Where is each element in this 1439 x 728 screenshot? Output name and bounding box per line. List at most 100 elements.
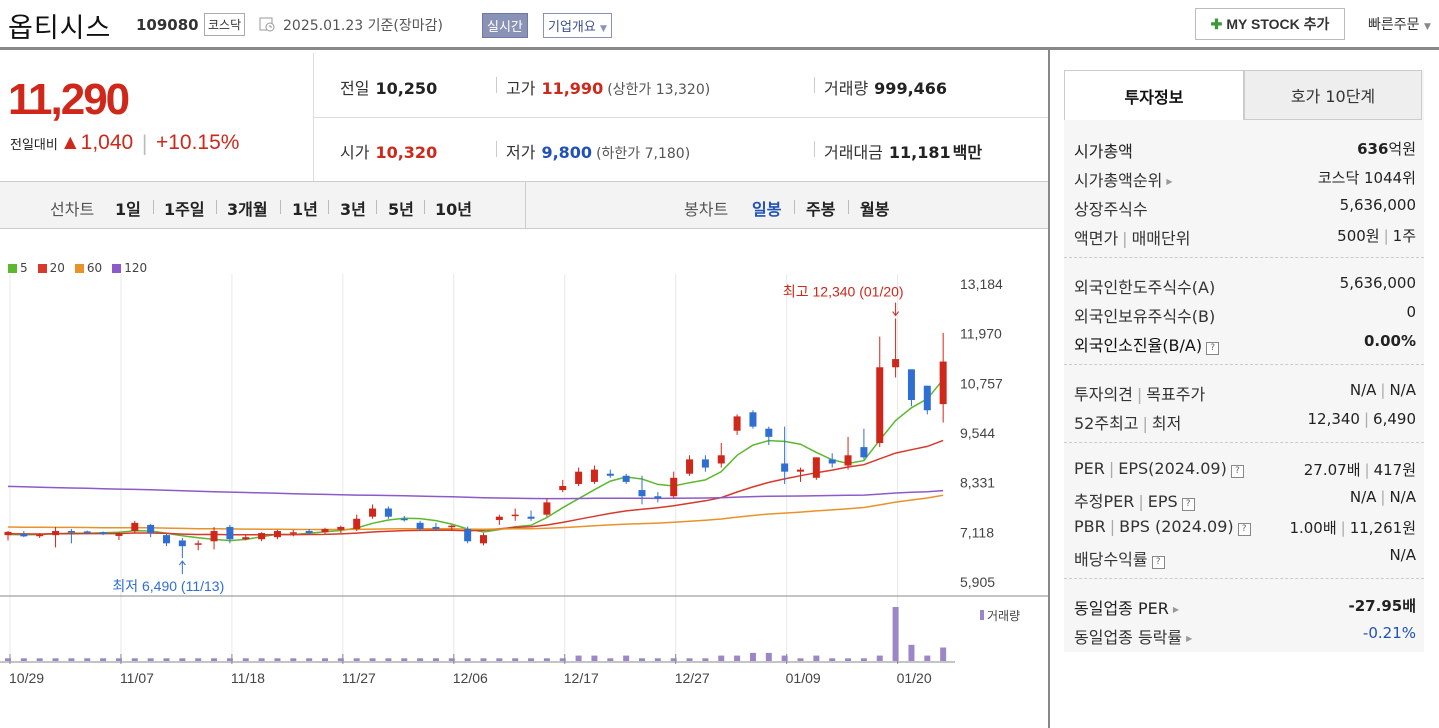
help-icon[interactable]: ? [1151, 556, 1165, 569]
candle-body [686, 459, 694, 474]
volume-bar [876, 655, 883, 661]
volume-value: 999,466 [874, 79, 948, 98]
y-tick-label: 10,757 [960, 375, 1003, 391]
x-tick-label: 11/07 [120, 670, 154, 686]
foreign-rate-row: 외국인소진율(B/A)? 0.00% [1074, 332, 1416, 355]
volume-bar [163, 658, 170, 661]
volume-bar [417, 658, 424, 661]
candle-body [369, 508, 377, 517]
period-1w[interactable]: 1주일 [164, 200, 205, 219]
candle-body [178, 540, 186, 547]
volume-bar [448, 658, 455, 661]
volume-bar [242, 658, 249, 661]
help-icon[interactable]: ? [1237, 523, 1251, 536]
tab-order-book[interactable]: 호가 10단계 [1244, 70, 1422, 120]
quick-order-button[interactable]: 빠른주문 ▼ [1368, 14, 1431, 34]
price-change: 전일대비 ▲ 1,040 | +10.15% [10, 131, 239, 155]
ma20-line [7, 439, 944, 536]
shares-row: 상장주식수 5,636,000 [1074, 196, 1416, 219]
low-value: 9,800 [541, 143, 593, 162]
candle-body [654, 496, 662, 499]
candle-body [20, 533, 28, 537]
volume-legend-swatch [980, 610, 984, 620]
panel-tabs: 투자정보 호가 10단계 [1064, 70, 1424, 120]
divider [1064, 578, 1424, 579]
period-10y[interactable]: 10년 [435, 200, 472, 219]
candle-body [543, 502, 551, 515]
candle-body [923, 385, 931, 411]
volume-bar [464, 658, 471, 661]
divider [814, 141, 815, 157]
cap-rank-row: 시가총액순위 ▶ 코스닥 1044위 [1074, 169, 1416, 190]
triangle-right-icon: ▶ [1186, 634, 1193, 643]
candle-body [749, 412, 757, 427]
market-cap-row: 시가총액 636억원 [1074, 140, 1416, 161]
candle-body [765, 428, 773, 437]
quick-order-label: 빠른주문 [1368, 17, 1420, 33]
candle-body [590, 469, 598, 482]
volume-bar [147, 658, 154, 661]
change-percent: +10.15% [155, 131, 240, 154]
y-tick-label: 7,118 [960, 524, 994, 540]
pbr-row: PBR | BPS (2024.09)? 1.00배 | 11,261원 [1074, 517, 1416, 537]
chart-canvas: 13,184 11,970 10,757 9,544 8,331 7,118 5,905 10… [0, 274, 1048, 686]
clock-icon [259, 17, 275, 32]
volume-bar [290, 658, 297, 661]
volume-bar [258, 658, 265, 661]
volume-bar [623, 655, 630, 661]
candle-monthly[interactable]: 월봉 [860, 200, 890, 219]
help-icon[interactable]: ? [1230, 465, 1244, 478]
chevron-down-icon: ▼ [1423, 22, 1431, 32]
volume-bar [702, 658, 709, 661]
stock-code: 109080 [136, 16, 199, 34]
volume-bar [496, 658, 503, 661]
period-1d[interactable]: 1일 [115, 200, 141, 219]
volume-bar [749, 652, 756, 661]
high-value: 11,990 [541, 79, 604, 98]
volume-bar [528, 658, 535, 661]
divider [1064, 442, 1424, 443]
volume-bar [274, 658, 281, 661]
candle-body [701, 459, 709, 468]
y-tick-label: 8,331 [960, 475, 995, 491]
realtime-button[interactable]: 실시간 [482, 13, 528, 38]
period-1y[interactable]: 1년 [292, 200, 318, 219]
period-5y[interactable]: 5년 [388, 200, 414, 219]
volume-bar [115, 658, 122, 661]
volume-bar [718, 655, 725, 661]
candle-weekly[interactable]: 주봉 [806, 200, 836, 219]
volume-bar [401, 658, 408, 661]
volume-bar [226, 658, 233, 661]
period-3y[interactable]: 3년 [340, 200, 366, 219]
divider [814, 77, 815, 93]
candle-daily[interactable]: 일봉 [752, 200, 782, 219]
amount-label: 거래대금 [824, 143, 883, 162]
candle-body [527, 516, 535, 519]
volume-bar [353, 658, 360, 661]
volume-bar [829, 658, 836, 661]
volume-bar [432, 658, 439, 661]
volume: 거래량 999,466 [824, 75, 947, 99]
volume-bar [306, 658, 313, 661]
tab-investment-info[interactable]: 투자정보 [1064, 70, 1244, 120]
candle-body [36, 534, 44, 537]
help-icon[interactable]: ? [1206, 342, 1220, 355]
volume-bar [575, 655, 582, 661]
high-arrow-head [892, 311, 899, 317]
legend-ma20: 20 [37, 261, 65, 275]
divider [216, 200, 217, 214]
mystock-add-button[interactable]: ✚ MY STOCK 추가 [1195, 8, 1345, 40]
divider: | [141, 131, 148, 155]
period-3m[interactable]: 3개월 [227, 200, 268, 219]
volume-bar [322, 658, 328, 661]
volume-bar [100, 658, 107, 661]
ma60-line [7, 494, 944, 531]
divider [280, 200, 281, 214]
chart-period-bar: 선차트 1일 1주일 3개월 1년 3년 5년 10년 봉차트 일봉 주봉 월봉 [0, 181, 1048, 229]
company-info-dropdown[interactable]: 기업개요 ▼ [543, 13, 612, 38]
volume-bar [131, 658, 138, 661]
divider [794, 200, 795, 214]
candle-body [305, 531, 313, 534]
help-icon[interactable]: ? [1181, 498, 1195, 511]
candle-body [273, 531, 281, 538]
